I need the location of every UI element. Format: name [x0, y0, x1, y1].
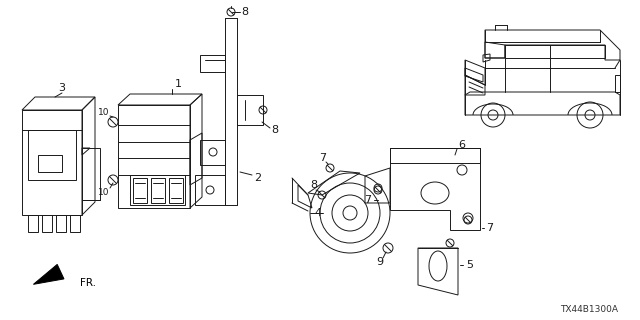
Text: 10: 10	[99, 188, 109, 196]
Text: TX44B1300A: TX44B1300A	[560, 306, 618, 315]
Polygon shape	[33, 264, 64, 284]
Text: 6: 6	[458, 140, 465, 150]
Text: 7: 7	[364, 195, 372, 205]
Text: 7: 7	[319, 153, 326, 163]
Text: 5: 5	[467, 260, 474, 270]
Text: 8: 8	[310, 180, 317, 190]
Text: 10: 10	[99, 108, 109, 116]
Text: FR.: FR.	[80, 278, 96, 288]
Text: 1: 1	[175, 79, 182, 89]
Text: 4: 4	[314, 208, 321, 218]
Text: 2: 2	[255, 173, 262, 183]
Text: 7: 7	[486, 223, 493, 233]
Text: 8: 8	[271, 125, 278, 135]
Text: 8: 8	[241, 7, 248, 17]
Text: 9: 9	[376, 257, 383, 267]
Text: 3: 3	[58, 83, 65, 93]
